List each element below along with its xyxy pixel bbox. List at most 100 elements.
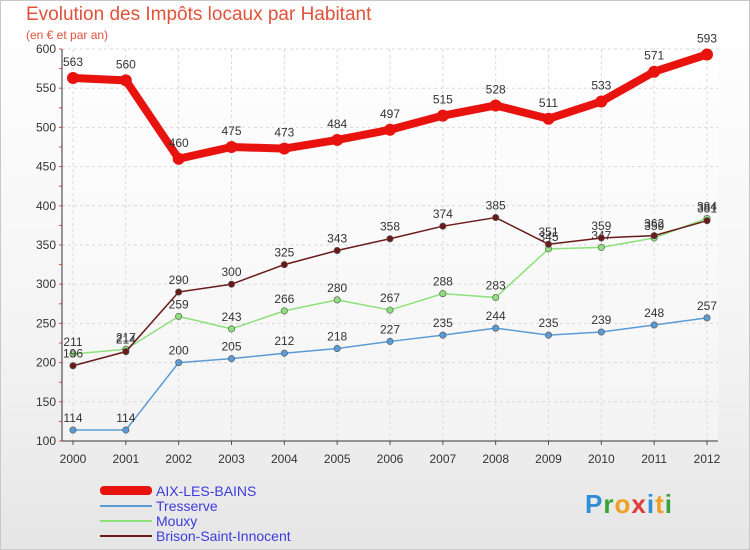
data-point <box>331 133 344 146</box>
data-point <box>175 288 183 296</box>
data-label: 288 <box>433 275 453 289</box>
logo-letter: i <box>664 489 673 519</box>
data-label: 460 <box>169 136 189 150</box>
data-label: 114 <box>116 411 135 425</box>
data-label: 266 <box>274 292 294 306</box>
data-label: 280 <box>327 281 347 295</box>
data-point <box>650 232 658 240</box>
data-label: 384 <box>697 199 717 213</box>
data-point <box>595 95 608 108</box>
y-tick-label: 450 <box>36 160 56 174</box>
data-label: 528 <box>486 82 506 96</box>
data-label: 560 <box>116 57 136 71</box>
legend-swatch <box>100 504 152 507</box>
x-tick-label: 2008 <box>482 452 509 466</box>
x-tick-label: 2005 <box>324 452 351 466</box>
data-label: 244 <box>486 309 506 323</box>
data-point <box>69 350 77 358</box>
data-point <box>597 328 605 336</box>
x-tick-label: 2003 <box>218 452 245 466</box>
y-tick-label: 500 <box>36 120 56 134</box>
x-tick-label: 2002 <box>165 452 192 466</box>
data-label: 259 <box>169 297 189 311</box>
data-label: 243 <box>221 310 241 324</box>
data-point <box>69 362 77 370</box>
data-point <box>228 325 236 333</box>
data-point <box>386 235 394 243</box>
data-point <box>69 426 77 434</box>
legend-item[interactable]: Tresserve <box>100 497 291 514</box>
data-point <box>439 331 447 339</box>
legend-swatch <box>100 486 152 495</box>
y-tick-label: 100 <box>36 434 56 448</box>
data-point <box>67 72 79 85</box>
legend-label: Mouxy <box>156 512 198 529</box>
data-label: 218 <box>327 329 347 343</box>
data-point <box>384 123 396 136</box>
data-label: 267 <box>380 291 400 305</box>
data-point <box>492 294 500 302</box>
data-label: 343 <box>327 231 347 245</box>
data-label: 211 <box>63 335 82 349</box>
data-label: 217 <box>116 330 136 344</box>
chart-subtitle: (en € et par an) <box>26 28 109 42</box>
legend-swatch <box>100 519 152 522</box>
data-label: 351 <box>538 225 558 239</box>
logo-letter: r <box>603 489 615 519</box>
legend-label: AIX-LES-BAINS <box>156 482 257 499</box>
y-tick-label: 200 <box>36 356 56 370</box>
x-tick-label: 2007 <box>429 452 456 466</box>
x-tick-label: 2006 <box>377 452 404 466</box>
data-label: 359 <box>591 219 611 233</box>
legend-item[interactable]: Mouxy <box>100 512 291 529</box>
data-point <box>119 74 132 87</box>
data-label: 511 <box>539 96 558 110</box>
data-label: 290 <box>169 273 189 287</box>
data-label: 227 <box>380 322 400 336</box>
data-label: 473 <box>274 126 294 140</box>
x-tick-label: 2009 <box>535 452 562 466</box>
data-point <box>492 214 500 222</box>
data-point <box>122 348 130 356</box>
data-label: 484 <box>327 117 347 131</box>
legend-label: Tresserve <box>156 497 218 514</box>
data-point <box>703 217 711 225</box>
data-label: 196 <box>63 347 83 361</box>
chart-title: Evolution des Impôts locaux par Habitant <box>26 4 372 25</box>
data-label: 214 <box>116 333 136 347</box>
y-tick-label: 600 <box>36 42 56 56</box>
data-label: 212 <box>274 334 294 348</box>
x-tick-label: 2000 <box>60 452 87 466</box>
logo-letter: x <box>631 489 647 519</box>
data-label: 362 <box>644 217 664 231</box>
data-point <box>280 307 288 315</box>
legend-swatch <box>100 534 152 537</box>
data-point <box>386 337 394 345</box>
x-tick-label: 2001 <box>112 452 139 466</box>
data-label: 283 <box>486 279 506 293</box>
data-point <box>386 306 394 314</box>
x-tick-label: 2004 <box>271 452 298 466</box>
data-label: 345 <box>538 230 558 244</box>
proxiti-logo: Proxiti <box>585 489 673 520</box>
data-point <box>333 296 341 304</box>
logo-letter: i <box>646 489 656 519</box>
data-label: 475 <box>221 124 241 138</box>
legend-item[interactable]: Brison-Saint-Innocent <box>100 528 291 544</box>
data-label: 235 <box>538 316 558 330</box>
data-point <box>278 142 291 155</box>
y-tick-label: 350 <box>36 238 56 252</box>
data-label: 497 <box>380 107 400 121</box>
logo-letter: P <box>585 489 604 519</box>
data-point <box>597 243 605 251</box>
y-tick-label: 400 <box>36 199 56 213</box>
data-label: 358 <box>380 220 400 234</box>
data-point <box>175 312 183 320</box>
y-tick-label: 150 <box>36 395 56 409</box>
legend-item[interactable]: AIX-LES-BAINS <box>100 482 291 499</box>
y-tick-label: 250 <box>36 316 56 330</box>
data-point <box>280 349 288 357</box>
logo-letter: o <box>614 489 632 519</box>
data-point <box>175 359 183 367</box>
y-tick-label: 300 <box>36 277 56 291</box>
